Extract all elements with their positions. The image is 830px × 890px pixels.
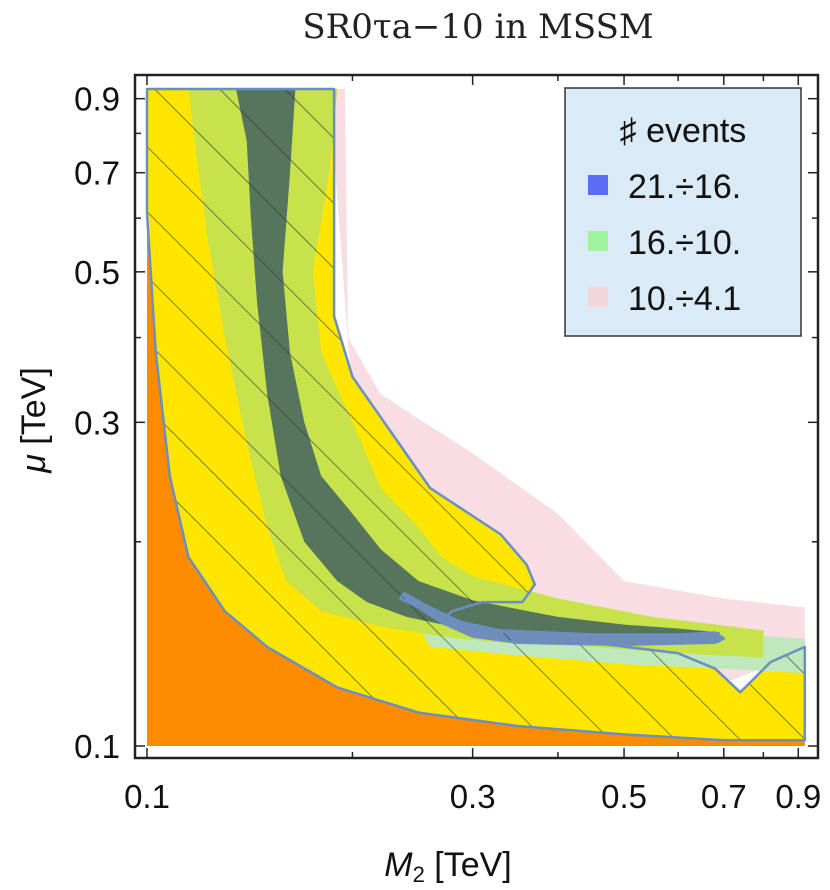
x-tick-label: 0.1: [124, 778, 170, 815]
legend-label-10-4: 10.÷4.1: [628, 280, 741, 318]
contour-lines: [145, 87, 807, 742]
x-tick-label: 0.7: [701, 778, 747, 815]
outer-contour-line: [145, 87, 807, 742]
y-tick-label: 0.5: [74, 254, 120, 291]
legend-swatch-16-10: [588, 231, 608, 251]
excluded-region: [147, 213, 805, 746]
legend-title: ♯ events: [620, 112, 747, 150]
x-axis-subscript: 2: [413, 862, 425, 887]
axis-ticks: 0.1 0.3 0.5 0.7 0.9 0.1 0.3 0.5 0.7 0.9: [74, 75, 821, 815]
y-axis-label: μ [TeV]: [15, 367, 53, 474]
x-axis-variable: M: [384, 846, 413, 884]
y-axis-unit: [TeV]: [15, 367, 53, 454]
legend-label-21-16: 21.÷16.: [628, 168, 741, 206]
inner-contour-line: [399, 591, 726, 647]
x-tick-label: 0.5: [601, 778, 647, 815]
y-tick-label: 0.1: [74, 728, 120, 765]
y-tick-label: 0.3: [74, 404, 120, 441]
y-tick-label: 0.9: [74, 81, 120, 118]
x-axis-unit: [TeV]: [425, 846, 512, 884]
x-tick-label: 0.9: [775, 778, 821, 815]
y-axis-variable: μ: [15, 454, 53, 474]
x-tick-label: 0.3: [450, 778, 496, 815]
legend-swatch-10-4: [588, 287, 608, 307]
chart-title: SR0τa−10 in MSSM: [302, 7, 653, 47]
x-axis-label: M2 [TeV]: [384, 846, 512, 887]
legend-swatch-21-16: [588, 175, 608, 195]
legend-label-16-10: 16.÷10.: [628, 224, 741, 262]
y-tick-label: 0.7: [74, 155, 120, 192]
plot-frame: [133, 73, 820, 760]
legend: ♯ events 21.÷16. 16.÷10. 10.÷4.1: [564, 87, 802, 337]
